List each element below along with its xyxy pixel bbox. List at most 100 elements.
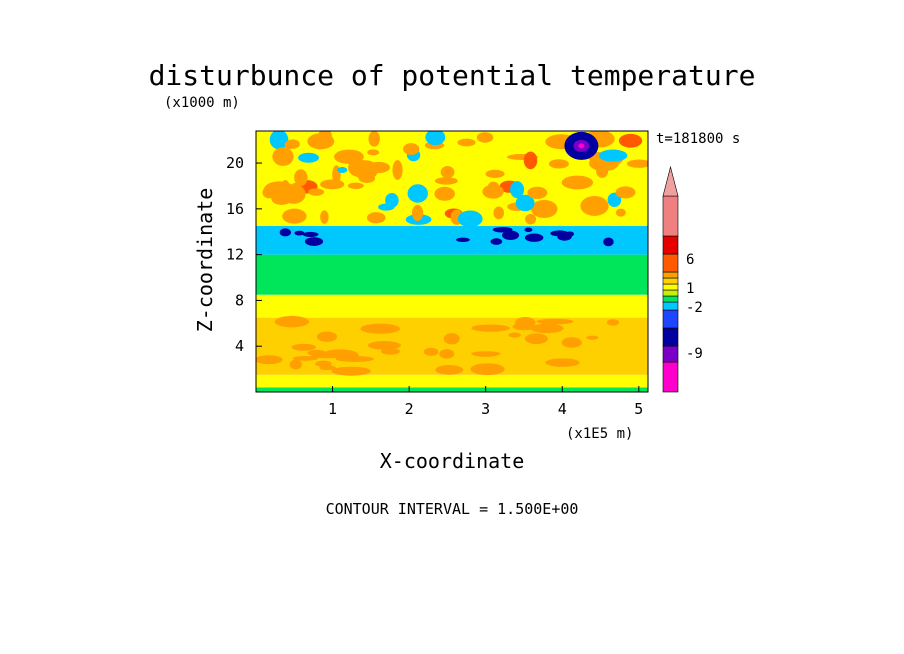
time-label: t=181800 s bbox=[656, 131, 740, 147]
contour-cell bbox=[615, 186, 636, 199]
colorbar-segment bbox=[662, 283, 679, 291]
contour-cell bbox=[347, 182, 364, 189]
y-tick-label: 12 bbox=[226, 246, 244, 264]
contour-band-green bbox=[256, 254, 648, 295]
contour-cell bbox=[331, 366, 371, 376]
y-tick-label: 20 bbox=[226, 154, 244, 172]
contour-cell bbox=[385, 192, 399, 208]
colorbar-segment bbox=[662, 327, 679, 347]
contour-cell bbox=[407, 184, 428, 203]
contour-cell bbox=[302, 231, 319, 238]
colorbar-label: 1 bbox=[686, 281, 694, 297]
colorbar-segment bbox=[662, 309, 679, 329]
colorbar-segment bbox=[662, 235, 679, 255]
contour-cell bbox=[294, 230, 305, 236]
x-tick-label: 2 bbox=[405, 400, 414, 418]
plot-frame bbox=[255, 130, 649, 393]
contour-cell bbox=[615, 208, 626, 217]
contour-cell bbox=[490, 238, 503, 245]
contour-cell bbox=[337, 166, 348, 173]
contour-cell bbox=[443, 333, 460, 345]
contour-cell bbox=[536, 318, 574, 325]
contour-cell bbox=[485, 169, 505, 178]
y-tick-label: 8 bbox=[235, 291, 244, 309]
contour-cell bbox=[367, 341, 402, 350]
y-axis-ticks: 4 8 12 16 20 bbox=[226, 154, 262, 355]
contour-cell bbox=[548, 159, 569, 169]
contour-cell bbox=[598, 149, 628, 162]
contour-cell bbox=[596, 165, 609, 178]
z-scale-label: (x1000 m) bbox=[164, 95, 240, 111]
contour-cell bbox=[323, 349, 356, 358]
x-tick-label: 4 bbox=[558, 400, 567, 418]
contour-cell bbox=[524, 227, 533, 233]
contour-cell bbox=[285, 139, 300, 149]
contour-cell bbox=[289, 359, 302, 370]
contour-cell bbox=[440, 166, 455, 179]
contour-cell bbox=[492, 226, 513, 233]
x-tick-label: 5 bbox=[634, 400, 643, 418]
contour-cell bbox=[256, 355, 283, 365]
x-axis-ticks: 1 2 3 4 5 bbox=[328, 386, 643, 418]
contour-cell bbox=[308, 188, 325, 196]
contour-cell bbox=[476, 132, 494, 143]
contour-cell bbox=[502, 230, 520, 240]
contour-cell bbox=[487, 181, 500, 193]
contour-cell bbox=[368, 131, 380, 147]
contour-cell bbox=[380, 348, 400, 355]
contour-cell bbox=[281, 179, 290, 193]
contour-cell bbox=[425, 131, 446, 146]
contour-cell bbox=[320, 210, 329, 224]
colorbar-label: 6 bbox=[686, 252, 694, 268]
contour-cell bbox=[515, 194, 535, 212]
colorbar-segment bbox=[662, 271, 679, 279]
y-tick-label: 16 bbox=[226, 200, 244, 218]
contour-cell bbox=[456, 237, 470, 242]
contour-cell bbox=[524, 233, 544, 242]
colorbar-segment bbox=[662, 289, 679, 297]
contour-cell bbox=[561, 175, 594, 190]
contour-cell bbox=[298, 152, 319, 163]
contour-cell bbox=[320, 179, 345, 190]
contour-cell bbox=[403, 143, 420, 155]
colorbar-segment bbox=[662, 277, 679, 285]
contour-cell bbox=[274, 315, 310, 328]
contour-cell bbox=[457, 210, 483, 228]
contour-cell bbox=[279, 228, 292, 237]
contour-cell bbox=[545, 358, 580, 367]
contour-cell bbox=[626, 159, 648, 168]
contour-cell bbox=[493, 206, 505, 220]
colorbar-segment bbox=[662, 253, 679, 273]
contour-cell bbox=[315, 360, 332, 367]
contour-cell bbox=[527, 186, 548, 199]
contour-cell bbox=[292, 355, 319, 361]
colorbar-segment bbox=[662, 295, 679, 303]
contour-cell bbox=[307, 133, 335, 150]
contour-cell bbox=[580, 195, 609, 216]
y-axis-label: Z-coordinate bbox=[193, 188, 217, 333]
contour-cell bbox=[457, 138, 476, 147]
contour-band-yellow bbox=[256, 374, 648, 388]
contour-cell bbox=[434, 186, 455, 201]
contour-cell bbox=[272, 147, 294, 166]
contour-cell bbox=[294, 169, 308, 187]
contour-cell bbox=[282, 208, 307, 224]
contour-cell bbox=[472, 352, 499, 357]
colorbar: -9 -2 1 6 bbox=[662, 165, 703, 393]
x-tick-label: 1 bbox=[328, 400, 337, 418]
colorbar-label: -9 bbox=[686, 346, 703, 362]
contour-cell bbox=[366, 161, 390, 174]
contour-cell bbox=[561, 337, 582, 348]
colorbar-segment bbox=[662, 195, 679, 237]
contour-cell bbox=[566, 231, 575, 237]
contour-cell bbox=[291, 343, 316, 351]
contour-cell bbox=[307, 349, 327, 356]
contour-cell bbox=[435, 365, 464, 375]
contour-cell bbox=[439, 349, 455, 359]
contour-cell bbox=[304, 237, 324, 246]
contour-band-green bbox=[256, 387, 648, 392]
contour-cell bbox=[586, 335, 599, 340]
contour-cell bbox=[316, 331, 338, 342]
contour-cell bbox=[531, 199, 558, 218]
contour-cell bbox=[470, 363, 505, 376]
